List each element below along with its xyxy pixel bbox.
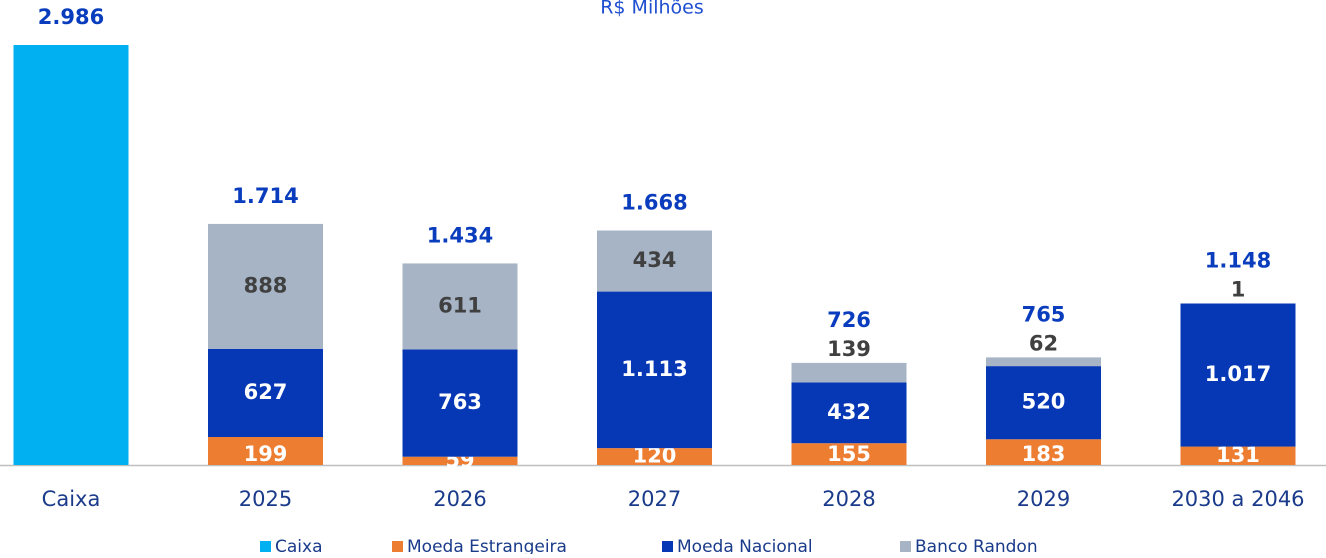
x-tick-label: 2030 a 2046 <box>1171 487 1304 511</box>
data-label: 434 <box>633 248 677 272</box>
data-label: 199 <box>244 442 288 466</box>
total-label: 726 <box>827 308 871 332</box>
x-tick-label: 2025 <box>239 487 292 511</box>
total-label: 765 <box>1022 302 1066 326</box>
data-label: 888 <box>244 273 288 297</box>
bar-segment <box>986 357 1101 366</box>
data-label: 1.017 <box>1205 362 1271 386</box>
total-label: 1.434 <box>427 223 493 247</box>
legend-swatch <box>900 541 911 552</box>
legend-label: Caixa <box>275 537 323 554</box>
legend-label: Banco Randon <box>915 537 1038 554</box>
data-label: 432 <box>827 400 871 424</box>
x-tick-label: 2026 <box>433 487 486 511</box>
data-label: 62 <box>1029 331 1058 355</box>
bar-segment <box>14 45 129 465</box>
data-label: 627 <box>244 380 288 404</box>
data-label: 611 <box>438 293 482 317</box>
data-label: 139 <box>827 337 871 361</box>
total-label: 1.714 <box>232 184 298 208</box>
data-label: 520 <box>1022 390 1066 414</box>
x-tick-label: Caixa <box>42 487 101 511</box>
data-label: 1 <box>1231 277 1246 301</box>
chart-subtitle: R$ Milhões <box>600 0 704 19</box>
legend-swatch <box>260 541 271 552</box>
total-label: 1.148 <box>1205 248 1271 272</box>
total-label: 2.986 <box>38 5 104 29</box>
data-label: 183 <box>1022 442 1066 466</box>
legend-label: Moeda Estrangeira <box>407 537 567 554</box>
x-tick-label: 2029 <box>1017 487 1070 511</box>
total-label: 1.668 <box>621 191 687 215</box>
legend-label: Moeda Nacional <box>677 537 813 554</box>
x-tick-label: 2028 <box>822 487 875 511</box>
data-label: 155 <box>827 442 871 466</box>
legend-swatch <box>662 541 673 552</box>
legend-swatch <box>392 541 403 552</box>
data-label: 763 <box>438 390 482 414</box>
data-label: 1.113 <box>621 357 687 381</box>
bar-segment <box>792 363 907 383</box>
x-tick-label: 2027 <box>628 487 681 511</box>
